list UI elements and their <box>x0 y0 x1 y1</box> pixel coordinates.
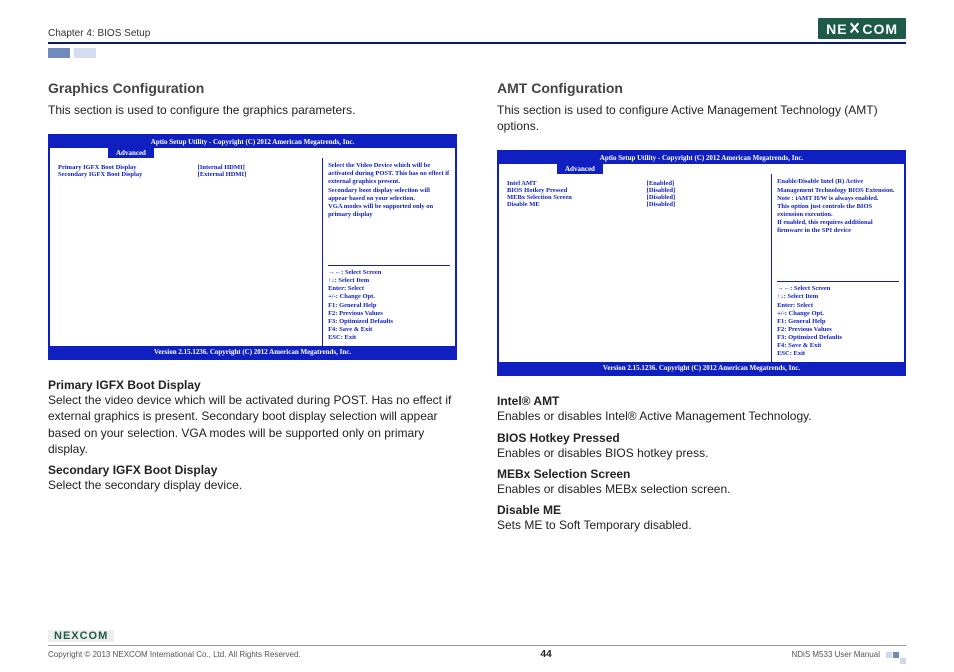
bios-setting-row: Disable ME[Disabled] <box>507 201 763 208</box>
bios-setting-value: [External HDMI] <box>198 171 314 178</box>
bios-screenshot-graphics: Aptio Setup Utility - Copyright (C) 2012… <box>48 134 457 360</box>
bios-setting-label: Disable ME <box>507 201 647 208</box>
section-title: Graphics Configuration <box>48 80 457 96</box>
option-desc: Enables or disables MEBx selection scree… <box>497 481 906 497</box>
bios-setting-label: MEBx Selection Screen <box>507 194 647 201</box>
bios-help-panel: Enable/Disable Intel (R) Active Manageme… <box>771 174 904 362</box>
chapter-label: Chapter 4: BIOS Setup <box>48 28 150 39</box>
footer-logo: NEXCOM <box>48 630 114 642</box>
footer-manual-name: NDiS M533 User Manual <box>792 650 880 659</box>
bios-tab-advanced: Advanced <box>557 164 603 174</box>
option-title: Primary IGFX Boot Display <box>48 378 457 392</box>
bios-setting-value: [Disabled] <box>647 194 763 201</box>
bios-keymap: →←: Select Screen↑↓: Select ItemEnter: S… <box>328 265 450 342</box>
bios-footer: Version 2.15.1236. Copyright (C) 2012 Am… <box>50 346 455 358</box>
page-footer: NEXCOM Copyright © 2013 NEXCOM Internati… <box>48 645 906 660</box>
bios-keymap: →←: Select Screen↑↓: Select ItemEnter: S… <box>777 281 899 358</box>
bios-setting-row: Primary IGFX Boot Display[Internal HDMI] <box>58 164 314 171</box>
bios-header: Aptio Setup Utility - Copyright (C) 2012… <box>50 136 455 148</box>
logo-text-left: NE <box>826 21 847 37</box>
bios-setting-label: Secondary IGFX Boot Display <box>58 171 198 178</box>
bios-screenshot-amt: Aptio Setup Utility - Copyright (C) 2012… <box>497 150 906 376</box>
bios-setting-label: Intel AMT <box>507 180 647 187</box>
bios-setting-value: [Enabled] <box>647 180 763 187</box>
bios-settings-panel: Intel AMT[Enabled]BIOS Hotkey Pressed[Di… <box>499 174 771 362</box>
bios-tab-row: Advanced <box>50 148 455 158</box>
logo-text-right: COM <box>862 21 898 37</box>
bios-setting-row: Intel AMT[Enabled] <box>507 180 763 187</box>
option-title: BIOS Hotkey Pressed <box>497 431 906 445</box>
bios-setting-value: [Disabled] <box>647 201 763 208</box>
header-accent-strip <box>48 48 906 58</box>
page-header: Chapter 4: BIOS Setup NE✕COM <box>48 18 906 44</box>
bios-setting-value: [Disabled] <box>647 187 763 194</box>
option-desc: Select the video device which will be ac… <box>48 392 457 457</box>
bios-setting-value: [Internal HDMI] <box>198 164 314 171</box>
bios-tab-advanced: Advanced <box>108 148 154 158</box>
option-title: Intel® AMT <box>497 394 906 408</box>
option-title: Disable ME <box>497 503 906 517</box>
accent-block <box>48 48 70 58</box>
bios-setting-row: BIOS Hotkey Pressed[Disabled] <box>507 187 763 194</box>
option-title: Secondary IGFX Boot Display <box>48 463 457 477</box>
option-desc: Enables or disables BIOS hotkey press. <box>497 445 906 461</box>
section-desc: This section is used to configure the gr… <box>48 102 457 118</box>
bios-setting-label: Primary IGFX Boot Display <box>58 164 198 171</box>
brand-logo: NE✕COM <box>818 18 906 39</box>
footer-copyright: Copyright © 2013 NEXCOM International Co… <box>48 650 301 659</box>
bios-setting-row: MEBx Selection Screen[Disabled] <box>507 194 763 201</box>
option-desc: Select the secondary display device. <box>48 477 457 493</box>
bios-footer: Version 2.15.1236. Copyright (C) 2012 Am… <box>499 362 904 374</box>
bios-header: Aptio Setup Utility - Copyright (C) 2012… <box>499 152 904 164</box>
bios-help-text: Enable/Disable Intel (R) Active Manageme… <box>777 178 899 235</box>
footer-squares-icon <box>886 652 906 658</box>
bios-settings-panel: Primary IGFX Boot Display[Internal HDMI]… <box>50 158 322 346</box>
accent-block <box>74 48 96 58</box>
bios-setting-label: BIOS Hotkey Pressed <box>507 187 647 194</box>
option-desc: Sets ME to Soft Temporary disabled. <box>497 517 906 533</box>
left-column: Graphics Configuration This section is u… <box>48 80 457 539</box>
bios-help-panel: Select the Video Device which will be ac… <box>322 158 455 346</box>
logo-x-icon: ✕ <box>849 18 862 38</box>
bios-setting-row: Secondary IGFX Boot Display[External HDM… <box>58 171 314 178</box>
bios-help-text: Select the Video Device which will be ac… <box>328 162 450 219</box>
bios-tab-row: Advanced <box>499 164 904 174</box>
option-title: MEBx Selection Screen <box>497 467 906 481</box>
option-desc: Enables or disables Intel® Active Manage… <box>497 408 906 424</box>
right-column: AMT Configuration This section is used t… <box>497 80 906 539</box>
section-title: AMT Configuration <box>497 80 906 96</box>
section-desc: This section is used to configure Active… <box>497 102 906 134</box>
page-number: 44 <box>541 649 552 660</box>
